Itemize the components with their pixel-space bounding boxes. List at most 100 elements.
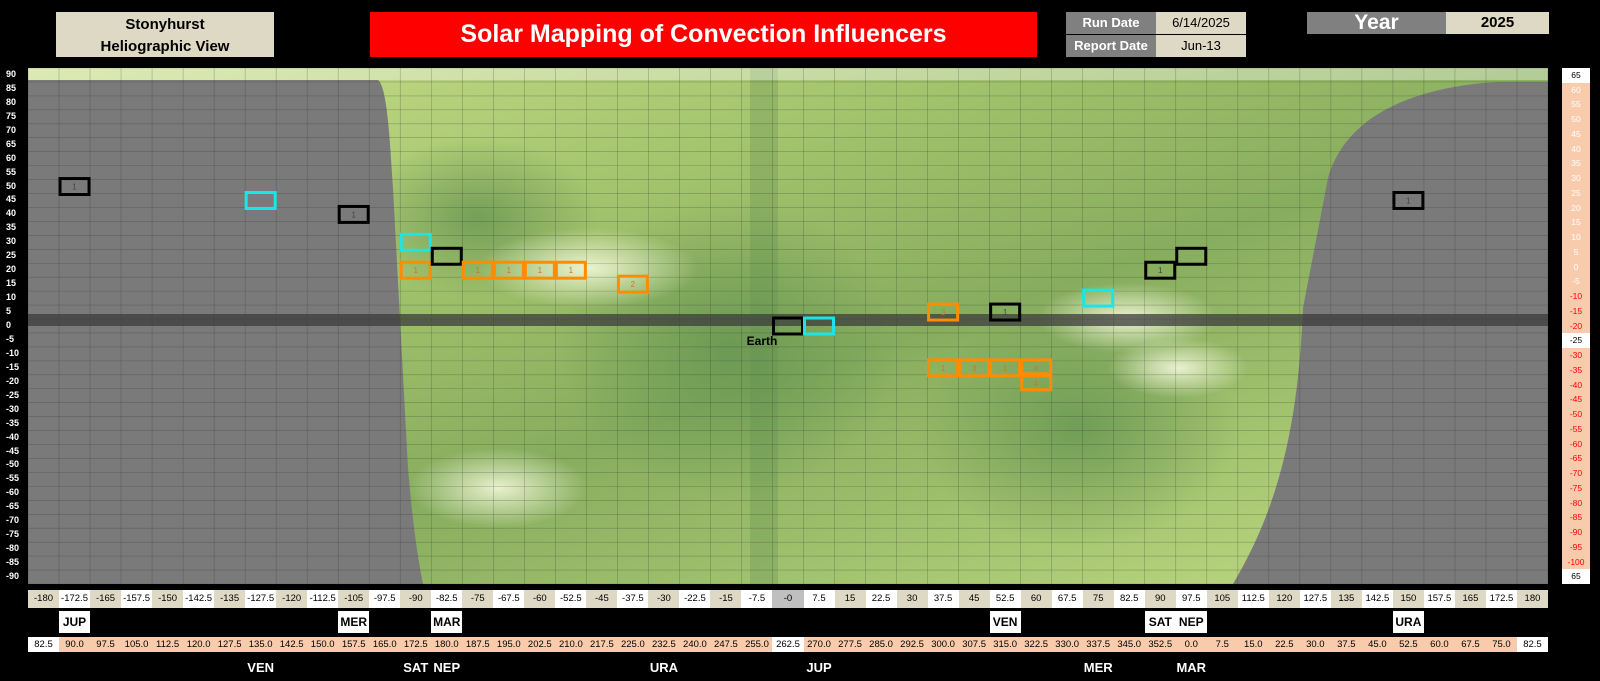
right-scale-label: -30 bbox=[1562, 348, 1590, 363]
longitude-label: -165 bbox=[90, 590, 122, 608]
latitude-label: -60 bbox=[6, 487, 20, 498]
page-title: Solar Mapping of Convection Influencers bbox=[370, 12, 1037, 57]
latitude-label: 90 bbox=[6, 68, 17, 79]
right-scale-label: -100 bbox=[1562, 554, 1590, 570]
influencer-marker-black bbox=[1144, 260, 1177, 280]
right-scale-label: -5 bbox=[1562, 274, 1590, 290]
bright-region bbox=[1108, 338, 1248, 398]
latitude-label: 25 bbox=[6, 250, 17, 261]
year-label: Year bbox=[1307, 12, 1446, 34]
carrington-label: 210.0 bbox=[555, 637, 587, 652]
influencer-marker-orange bbox=[461, 260, 494, 280]
planet-label: NEP bbox=[1175, 611, 1207, 633]
carrington-label: 112.5 bbox=[152, 637, 184, 652]
latitude-label: 40 bbox=[6, 208, 17, 219]
carrington-label: 180.0 bbox=[431, 637, 463, 652]
right-scale-label: -15 bbox=[1562, 303, 1590, 319]
influencer-marker-orange bbox=[492, 260, 525, 280]
longitude-label: -67.5 bbox=[493, 590, 525, 608]
marker-count: 3 bbox=[941, 308, 946, 317]
longitude-label: 7.5 bbox=[803, 590, 835, 608]
influencer-marker-orange bbox=[616, 274, 649, 294]
influencer-marker-orange bbox=[554, 260, 587, 280]
longitude-label: 97.5 bbox=[1175, 590, 1207, 608]
bottom-planet-label: URA bbox=[649, 660, 678, 675]
right-scale-label: 45 bbox=[1562, 126, 1590, 142]
bottom-planet-label: SAT bbox=[403, 660, 429, 675]
carrington-label: 277.5 bbox=[834, 637, 866, 652]
longitude-label: -37.5 bbox=[617, 590, 649, 608]
run-date-value: 6/14/2025 bbox=[1156, 12, 1246, 34]
influencer-marker-orange bbox=[927, 302, 960, 322]
longitude-label: 105 bbox=[1206, 590, 1238, 608]
carrington-label: 15.0 bbox=[1237, 637, 1269, 652]
carrington-label: 307.5 bbox=[958, 637, 990, 652]
carrington-label: 105.0 bbox=[121, 637, 153, 652]
influencer-marker-orange bbox=[1020, 372, 1053, 392]
marker-count: 1 bbox=[476, 266, 481, 275]
carrington-label: 247.5 bbox=[710, 637, 742, 652]
right-scale-label: -85 bbox=[1562, 510, 1590, 526]
marker-count: 1 bbox=[507, 266, 512, 275]
carrington-label: 315.0 bbox=[989, 637, 1021, 652]
latitude-label: 75 bbox=[6, 110, 17, 121]
carrington-label: 202.5 bbox=[524, 637, 556, 652]
latitude-label: -10 bbox=[6, 347, 20, 358]
report-date-value: Jun-13 bbox=[1156, 35, 1246, 57]
latitude-label: 0 bbox=[6, 320, 12, 330]
latitude-label: 55 bbox=[6, 166, 17, 177]
marker-count: 1 bbox=[1158, 266, 1163, 275]
carrington-label: 150.0 bbox=[307, 637, 339, 652]
carrington-label: 187.5 bbox=[462, 637, 494, 652]
longitude-label: -127.5 bbox=[245, 590, 277, 608]
longitude-label: -15 bbox=[710, 590, 742, 608]
latitude-label: 70 bbox=[6, 124, 17, 135]
marker-count: 1 bbox=[1034, 378, 1039, 387]
longitude-label: -7.5 bbox=[741, 590, 773, 608]
carrington-label: 67.5 bbox=[1454, 637, 1486, 652]
carrington-label: 270.0 bbox=[803, 637, 835, 652]
longitude-label: 45 bbox=[958, 590, 990, 608]
latitude-label: 80 bbox=[6, 96, 17, 107]
longitude-label: -90 bbox=[400, 590, 432, 608]
carrington-label: 120.0 bbox=[183, 637, 215, 652]
carrington-label: 345.0 bbox=[1113, 637, 1145, 652]
longitude-label: -135 bbox=[214, 590, 246, 608]
longitude-label: 90 bbox=[1144, 590, 1176, 608]
latitude-label: 15 bbox=[6, 278, 17, 289]
carrington-label: 240.0 bbox=[679, 637, 711, 652]
planet-label: VEN bbox=[989, 611, 1021, 633]
bottom-planet-label: NEP bbox=[433, 660, 461, 675]
right-scale-label: 30 bbox=[1562, 171, 1590, 186]
carrington-label: 217.5 bbox=[586, 637, 618, 652]
planet-label: SAT bbox=[1144, 611, 1176, 633]
longitude-label: 135 bbox=[1330, 590, 1362, 608]
right-scale-label: 65 bbox=[1562, 569, 1590, 584]
carrington-label: 330.0 bbox=[1051, 637, 1083, 652]
right-scale-label: -75 bbox=[1562, 480, 1590, 496]
longitude-label: -52.5 bbox=[555, 590, 587, 608]
right-scale-label: 10 bbox=[1562, 230, 1590, 245]
influencer-marker-orange bbox=[927, 358, 960, 378]
longitude-label: 127.5 bbox=[1299, 590, 1331, 608]
right-scale-label: 50 bbox=[1562, 112, 1590, 127]
longitude-label: -112.5 bbox=[307, 590, 339, 608]
right-scale-label: -80 bbox=[1562, 495, 1590, 511]
latitude-label: -5 bbox=[6, 333, 15, 344]
longitude-label: -120 bbox=[276, 590, 308, 608]
influencer-marker-black bbox=[989, 302, 1022, 322]
latitude-label: 35 bbox=[6, 222, 17, 233]
bright-region bbox=[478, 228, 698, 308]
right-scale-label: 40 bbox=[1562, 141, 1590, 157]
right-scale-label: 0 bbox=[1562, 259, 1590, 275]
latitude-label: 65 bbox=[6, 138, 17, 149]
right-scale-label: -55 bbox=[1562, 421, 1590, 437]
carrington-label: 7.5 bbox=[1206, 637, 1238, 652]
longitude-label: 30 bbox=[896, 590, 928, 608]
carrington-label: 352.5 bbox=[1144, 637, 1176, 652]
longitude-label: 67.5 bbox=[1051, 590, 1083, 608]
longitude-label: -150 bbox=[152, 590, 184, 608]
bottom-planet-label: MAR bbox=[1176, 660, 1207, 675]
carrington-label: 172.5 bbox=[400, 637, 432, 652]
influencer-marker-black bbox=[337, 204, 370, 224]
